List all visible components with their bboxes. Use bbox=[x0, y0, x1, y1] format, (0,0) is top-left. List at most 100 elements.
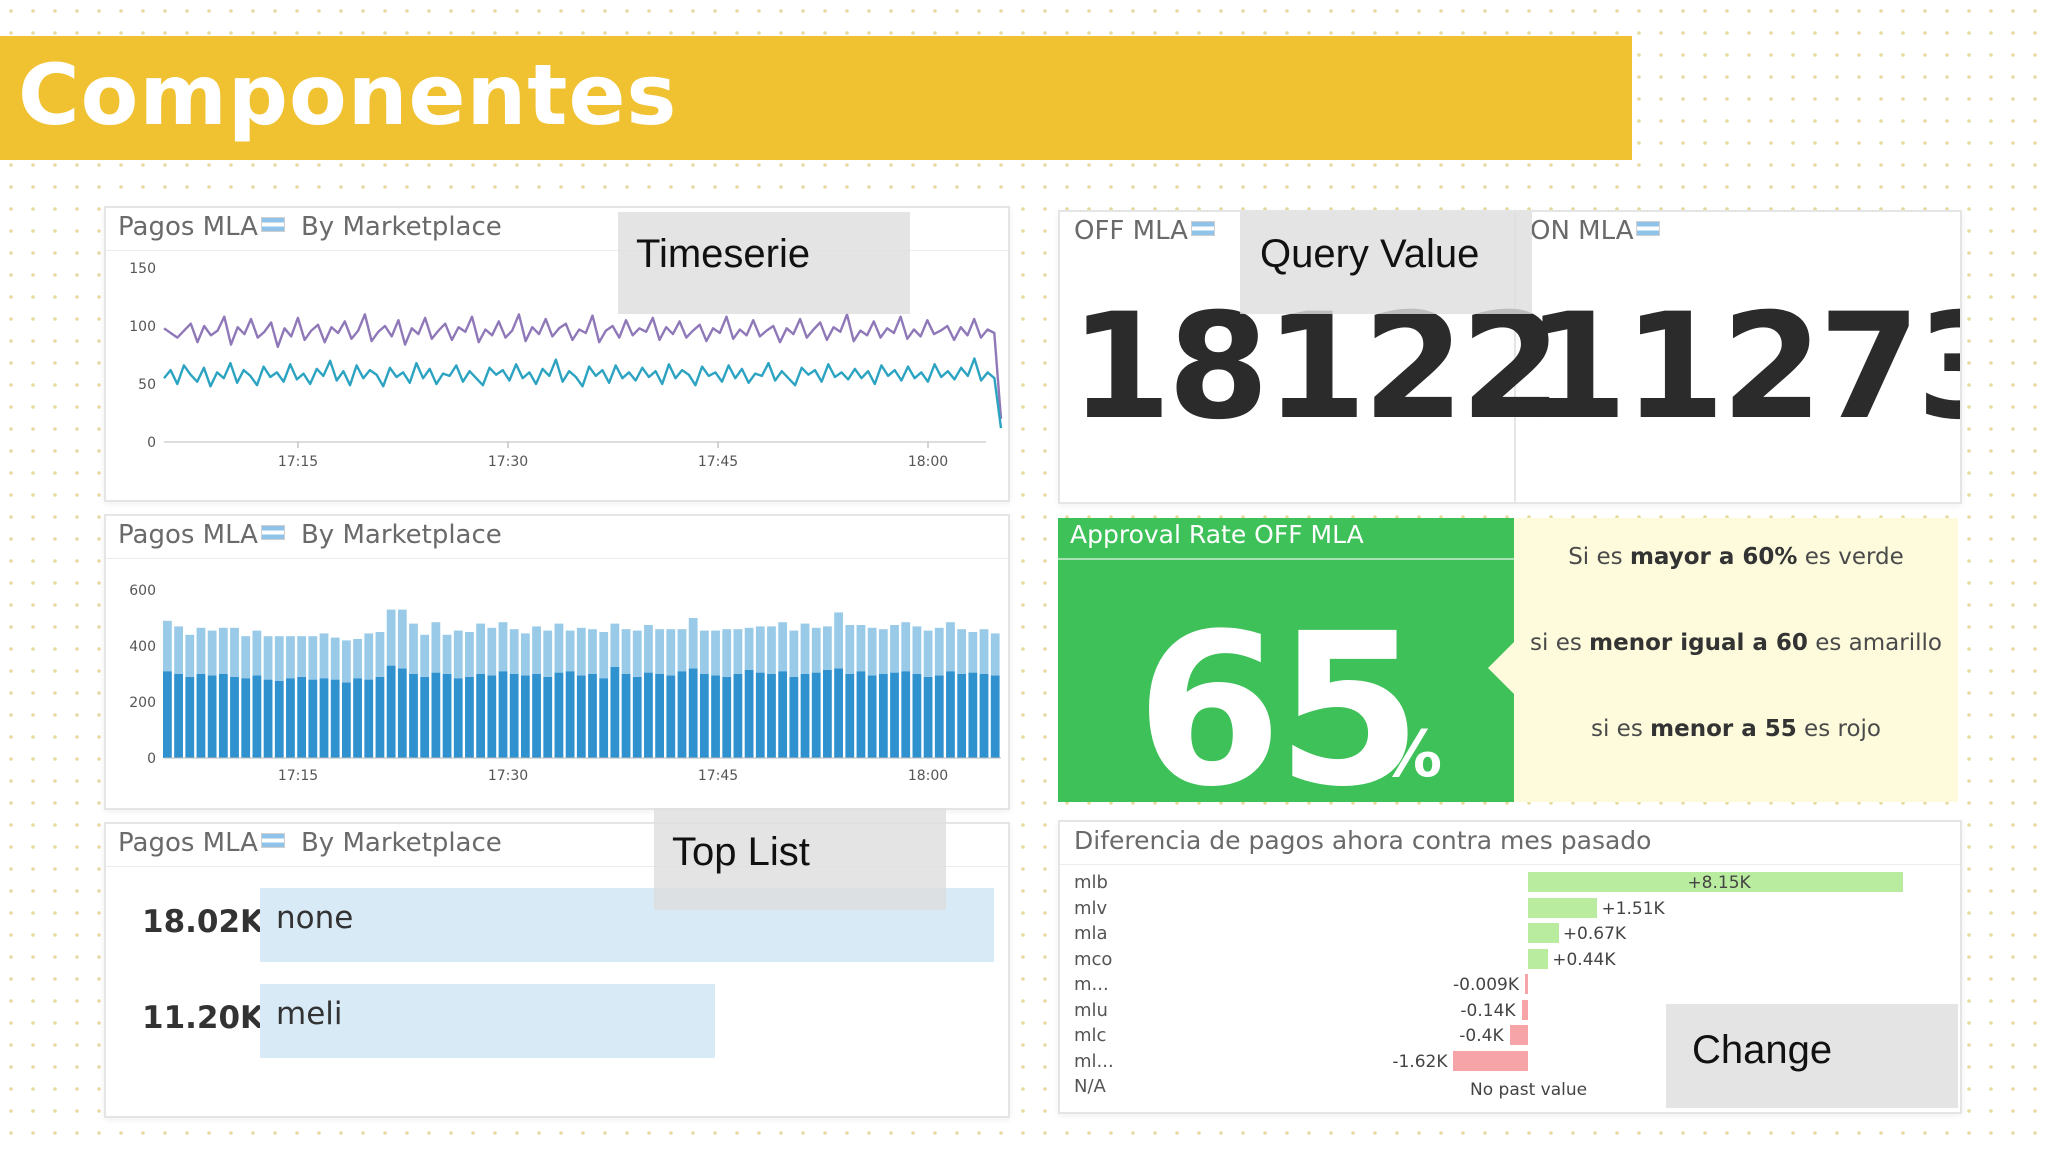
stacked-bar-chart[interactable]: 0 200 400 600 17:15 17:30 17:45 18:00 bbox=[106, 558, 1008, 808]
bar-upper bbox=[442, 634, 452, 674]
bar-lower bbox=[867, 675, 877, 758]
bar-upper bbox=[319, 633, 329, 679]
change-row-label: mlu bbox=[1074, 999, 1108, 1021]
toplist-label: none bbox=[276, 900, 354, 936]
query-value-title: OFF MLA bbox=[1074, 216, 1221, 246]
bar-lower bbox=[174, 674, 183, 758]
bar-upper bbox=[263, 636, 273, 680]
bar-lower bbox=[632, 676, 642, 758]
bar-lower bbox=[364, 679, 374, 758]
x-tick-label: 18:00 bbox=[908, 768, 948, 784]
bar-upper bbox=[644, 625, 653, 673]
toplist-panel[interactable]: Pagos MLA By Marketplace 18.02K none 11.2… bbox=[104, 822, 1010, 1118]
argentina-flag-icon bbox=[260, 217, 285, 232]
change-row-value: No past value bbox=[1470, 1080, 1588, 1100]
bar-upper bbox=[890, 625, 899, 673]
x-tick-label: 18:00 bbox=[908, 454, 948, 470]
bar-upper bbox=[621, 629, 631, 674]
bar-lower bbox=[442, 674, 452, 758]
bar-upper bbox=[610, 623, 620, 667]
bar-lower bbox=[397, 668, 407, 758]
bar-lower bbox=[599, 678, 609, 758]
bar-lower bbox=[230, 676, 239, 758]
x-tick-label: 17:45 bbox=[698, 768, 738, 784]
bar-upper bbox=[386, 609, 396, 666]
bar-lower bbox=[834, 668, 843, 758]
approval-rate-value: 65 bbox=[1136, 588, 1422, 833]
panel-title: Pagos MLA By Marketplace bbox=[118, 828, 502, 858]
change-bar-positive[interactable] bbox=[1528, 872, 1903, 892]
bar-upper bbox=[509, 629, 519, 674]
stacked-bar-panel[interactable]: Pagos MLA By Marketplace 0 200 400 600 17:15 1… bbox=[104, 514, 1010, 810]
bar-lower bbox=[845, 674, 855, 758]
x-tick-label: 17:30 bbox=[488, 768, 528, 784]
query-value-title-text: OFF MLA bbox=[1074, 216, 1188, 246]
bar-upper bbox=[666, 629, 676, 676]
bar-lower bbox=[163, 671, 172, 758]
change-panel-title: Diferencia de pagos ahora contra mes pas… bbox=[1074, 826, 1652, 855]
bar-lower bbox=[565, 671, 575, 758]
bar-upper bbox=[632, 630, 642, 677]
bar-upper bbox=[174, 626, 183, 674]
x-tick-label: 17:30 bbox=[488, 454, 528, 470]
bar-upper bbox=[867, 627, 877, 676]
toplist-value: 11.20K bbox=[142, 1000, 265, 1036]
bar-lower bbox=[185, 676, 195, 758]
bar-lower bbox=[543, 676, 553, 758]
change-bar-negative[interactable] bbox=[1509, 1025, 1528, 1045]
bar-lower bbox=[979, 674, 989, 758]
conditional-note: Si es mayor a 60% es verde bbox=[1568, 544, 1904, 570]
y-tick-label: 0 bbox=[147, 751, 156, 767]
toplist-label-overlay: Top List bbox=[654, 808, 946, 910]
bar-lower bbox=[744, 669, 754, 758]
panel-subtitle: By Marketplace bbox=[300, 828, 502, 858]
change-bar-negative[interactable] bbox=[1521, 999, 1528, 1020]
change-bar-negative[interactable] bbox=[1453, 1050, 1528, 1071]
bar-upper bbox=[901, 622, 911, 672]
bar-upper bbox=[655, 629, 664, 674]
panel-title-text: Pagos MLA bbox=[118, 520, 258, 550]
bar-upper bbox=[677, 629, 687, 672]
change-row-value: +0.44K bbox=[1552, 949, 1616, 970]
bar-lower bbox=[409, 674, 418, 758]
bar-lower bbox=[498, 671, 508, 758]
change-row-label: mlb bbox=[1074, 872, 1108, 893]
change-row-label: ml... bbox=[1074, 1050, 1114, 1072]
bar-lower bbox=[218, 674, 228, 758]
bar-upper bbox=[431, 622, 441, 673]
bar-lower bbox=[241, 678, 251, 758]
query-value-title: ON MLA bbox=[1530, 216, 1666, 246]
change-row-label: mlc bbox=[1074, 1025, 1107, 1046]
bar-upper bbox=[957, 629, 967, 674]
bar-upper bbox=[252, 630, 262, 676]
bar-lower bbox=[767, 674, 776, 758]
query-value-title-text: ON MLA bbox=[1530, 216, 1634, 246]
bar-upper bbox=[274, 636, 284, 681]
panel-subtitle: By Marketplace bbox=[300, 212, 502, 242]
change-row-value: +8.15K bbox=[1687, 873, 1751, 893]
change-bar-positive[interactable] bbox=[1528, 897, 1598, 918]
bar-upper bbox=[241, 636, 251, 679]
change-row-label: mla bbox=[1074, 923, 1108, 944]
bar-upper bbox=[688, 618, 698, 669]
bar-upper bbox=[744, 627, 754, 670]
bar-upper bbox=[699, 630, 709, 674]
panel-title-text: Pagos MLA bbox=[118, 828, 258, 858]
change-bar-positive[interactable] bbox=[1528, 948, 1549, 969]
bar-upper bbox=[286, 636, 295, 679]
bar-upper bbox=[800, 623, 810, 674]
bar-lower bbox=[946, 671, 955, 758]
overlay-text: Top List bbox=[672, 830, 810, 874]
approval-rate-panel[interactable]: Approval Rate OFF MLA 65 % bbox=[1058, 518, 1514, 833]
y-tick-label: 400 bbox=[129, 639, 156, 655]
bar-lower bbox=[207, 675, 217, 758]
change-bar-negative[interactable] bbox=[1525, 974, 1528, 994]
bar-lower bbox=[722, 676, 732, 758]
toplist-bar[interactable]: meli bbox=[260, 984, 716, 1058]
bar-lower bbox=[476, 674, 486, 758]
timeseries-chart[interactable]: 0 50 100 150 17:15 17:30 17:45 18:00 bbox=[106, 250, 1008, 500]
bar-upper bbox=[845, 625, 855, 674]
bar-upper bbox=[912, 626, 922, 674]
change-bar-positive[interactable] bbox=[1528, 923, 1559, 943]
bar-upper bbox=[520, 633, 530, 676]
